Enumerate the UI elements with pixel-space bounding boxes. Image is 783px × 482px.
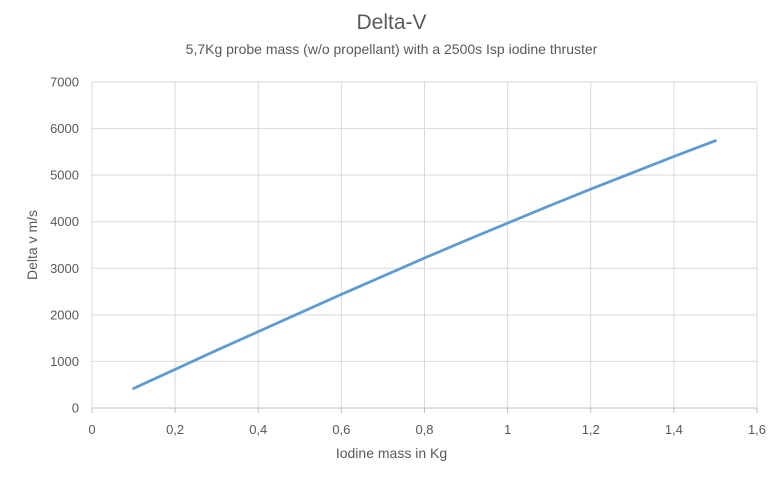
x-tick-label: 1,6 bbox=[748, 422, 766, 437]
y-tick-label: 4000 bbox=[50, 214, 79, 229]
y-tick-label: 0 bbox=[72, 401, 79, 416]
x-tick-label: 0,4 bbox=[249, 422, 267, 437]
chart-title: Delta-V bbox=[356, 11, 427, 34]
y-tick-label: 7000 bbox=[50, 75, 79, 90]
y-tick-label: 1000 bbox=[50, 354, 79, 369]
x-tick-label: 1,2 bbox=[582, 422, 600, 437]
y-tick-label: 6000 bbox=[50, 121, 79, 136]
y-tick-label: 5000 bbox=[50, 168, 79, 183]
x-tick-label: 1 bbox=[504, 422, 511, 437]
x-tick-label: 0,2 bbox=[166, 422, 184, 437]
series-line bbox=[132, 139, 717, 390]
x-axis-label: Iodine mass in Kg bbox=[335, 445, 448, 461]
x-tick-label: 0,8 bbox=[415, 422, 433, 437]
x-tick-label: 0,6 bbox=[332, 422, 350, 437]
x-tick-label: 1,4 bbox=[665, 422, 683, 437]
x-tick-label: 0 bbox=[88, 422, 95, 437]
y-tick-label: 3000 bbox=[50, 261, 79, 276]
y-tick-label: 2000 bbox=[50, 307, 79, 322]
chart-subtitle: 5,7Kg probe mass (w/o propellant) with a… bbox=[185, 41, 598, 57]
